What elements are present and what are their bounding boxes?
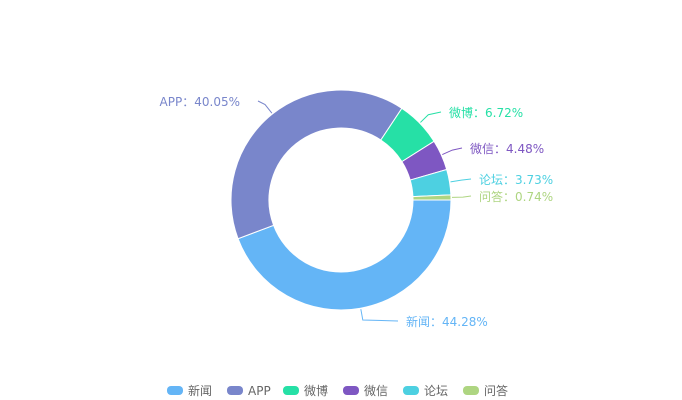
legend-label-4: 微信 — [364, 384, 388, 398]
leader-line-3 — [420, 111, 442, 123]
leader-line-4 — [442, 147, 463, 156]
slice-label-5: 论坛：3.73% — [479, 173, 553, 187]
slice-label-2: APP：40.05% — [160, 95, 240, 109]
legend-label-1: 新闻 — [188, 383, 212, 398]
legend-swatch-5 — [403, 386, 419, 395]
legend-item-1[interactable]: 新闻 — [167, 383, 212, 398]
labels-layer: 新闻：44.28% APP：40.05% 微博：6.72% 微信：4.48% 论坛：3.… — [160, 95, 554, 329]
legend-item-3[interactable]: 微博 — [283, 383, 328, 398]
legend-item-5[interactable]: 论坛 — [403, 384, 448, 398]
slice-label-6: 问答：0.74% — [479, 189, 553, 204]
legend: 新闻 APP 微博 微信 论坛 问答 — [167, 383, 508, 398]
legend-label-3: 微博 — [304, 383, 328, 398]
leader-line-2 — [257, 100, 273, 114]
legend-swatch-6 — [463, 386, 479, 395]
pie-slice-2[interactable] — [230, 89, 403, 240]
legend-label-2: APP — [248, 384, 271, 398]
legend-swatch-1 — [167, 386, 183, 395]
legend-label-5: 论坛 — [424, 384, 448, 398]
legend-swatch-3 — [283, 386, 299, 395]
slices-layer — [230, 89, 452, 311]
slice-label-4: 微信：4.48% — [470, 142, 544, 156]
leader-line-6 — [451, 195, 472, 198]
leader-line-1 — [360, 309, 399, 322]
legend-label-6: 问答 — [484, 383, 508, 398]
legend-item-2[interactable]: APP — [227, 384, 271, 398]
pie-slice-6[interactable] — [412, 194, 452, 201]
slice-label-3: 微博：6.72% — [449, 105, 523, 120]
slice-label-1: 新闻：44.28% — [406, 314, 488, 329]
pie-slice-1[interactable] — [237, 199, 452, 311]
legend-swatch-4 — [343, 386, 359, 395]
leader-line-5 — [450, 178, 472, 183]
legend-swatch-2 — [227, 386, 243, 395]
legend-item-6[interactable]: 问答 — [463, 383, 508, 398]
legend-item-4[interactable]: 微信 — [343, 384, 388, 398]
